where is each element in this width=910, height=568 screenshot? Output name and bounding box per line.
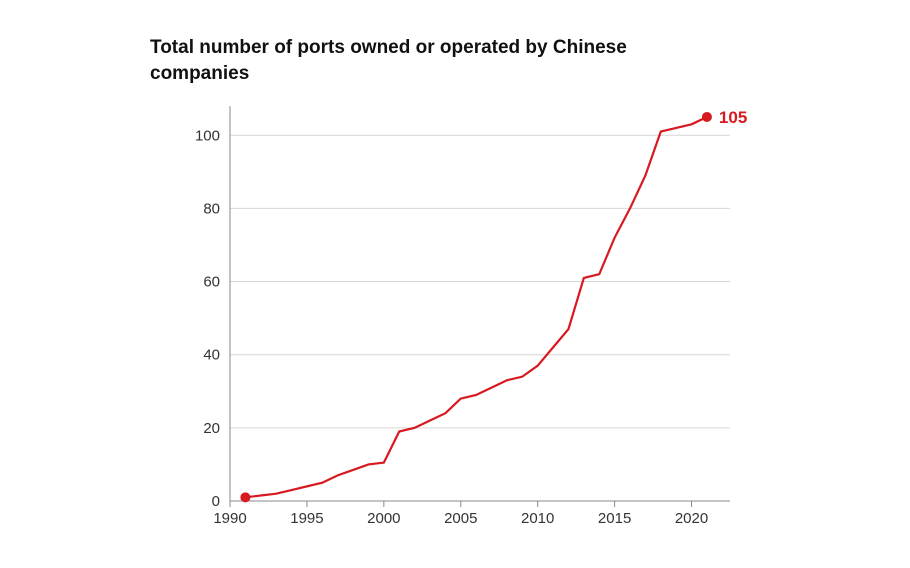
x-tick-label: 1990 — [213, 510, 246, 527]
chart-svg: 0 20 40 60 80 100 1990 1995 2000 2005 2010 2015 2020… — [175, 101, 785, 541]
y-tick-label: 40 — [203, 347, 220, 364]
start-data-point — [240, 493, 250, 503]
x-tick-label: 2010 — [521, 510, 554, 527]
x-tick-label: 2005 — [444, 510, 477, 527]
y-tick-label: 100 — [195, 128, 220, 145]
chart-title: Total number of ports owned or operated … — [150, 35, 710, 86]
end-data-point — [702, 112, 712, 122]
x-tick-label: 1995 — [290, 510, 323, 527]
line-chart: 0 20 40 60 80 100 1990 1995 2000 2005 2010 2015 2020… — [175, 101, 785, 541]
y-tick-label: 0 — [212, 493, 220, 510]
data-series-line — [245, 117, 707, 497]
y-tick-label: 80 — [203, 201, 220, 218]
end-value-label: 105 — [719, 108, 747, 127]
x-tick-label: 2000 — [367, 510, 400, 527]
y-tick-label: 20 — [203, 420, 220, 437]
x-tick-label: 2015 — [598, 510, 631, 527]
x-tick-label: 2020 — [675, 510, 708, 527]
y-tick-label: 60 — [203, 274, 220, 291]
